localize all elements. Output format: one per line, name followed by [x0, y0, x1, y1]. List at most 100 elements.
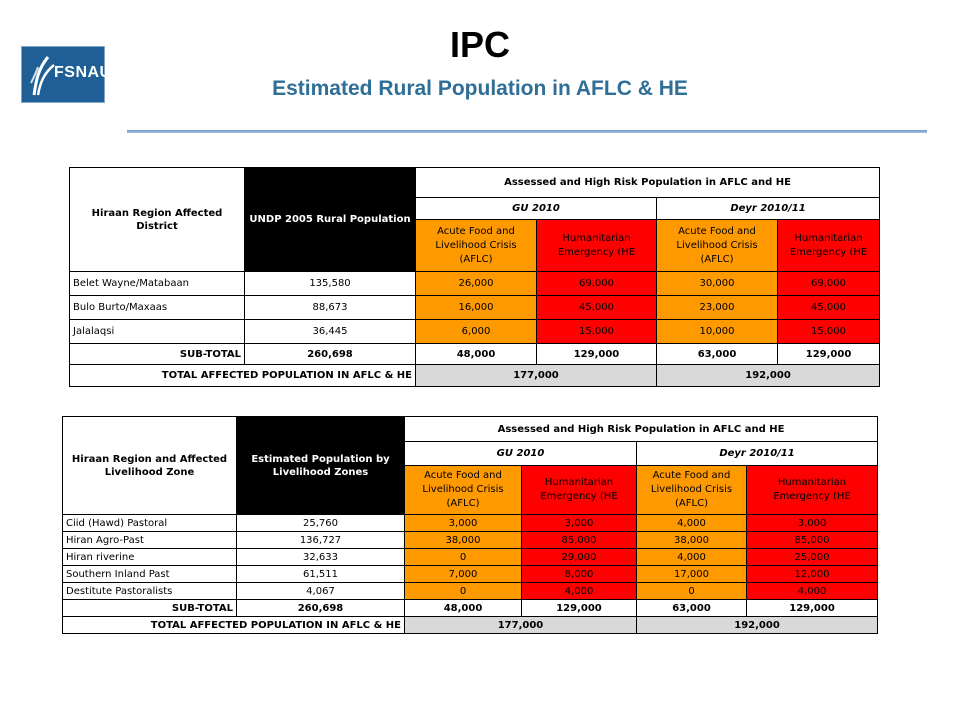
total-gu: 177,000	[404, 616, 637, 634]
deyr-he-value: 4,000	[745, 582, 879, 600]
total-deyr: 192,000	[655, 364, 881, 387]
gu-aflc-value: 26,000	[415, 271, 537, 296]
deyr-he-value: 85,000	[745, 531, 879, 549]
deyr-aflc-value: 4,000	[636, 548, 747, 566]
subtotal-gu-aflc: 48,000	[415, 343, 537, 365]
subtotal-deyr-he: 129,000	[776, 343, 881, 365]
table-row: Ciid (Hawd) Pastoral 25,760 3,000 3,000 …	[62, 514, 879, 532]
subtotal-label: SUB-TOTAL	[62, 599, 237, 617]
gu-aflc-value: 0	[404, 548, 522, 566]
gu-aflc-value: 38,000	[404, 531, 522, 549]
deyr-he-header: Humanitarian Emergency (HE	[745, 465, 879, 515]
population-value: 135,580	[244, 271, 416, 296]
deyr-aflc-header: Acute Food and Livelihood Crisis (AFLC)	[636, 465, 747, 515]
zone-header: Hiraan Region and Affected Livelihood Zo…	[62, 416, 237, 515]
district-name: Jalalaqsi	[69, 319, 245, 344]
subtotal-gu-aflc: 48,000	[404, 599, 522, 617]
zone-name: Ciid (Hawd) Pastoral	[62, 514, 237, 532]
gu-he-value: 45,000	[536, 295, 657, 320]
season-gu-header: GU 2010	[404, 441, 637, 466]
table-row: Destitute Pastoralists 4,067 0 4,000 0 4…	[62, 582, 879, 600]
page-subtitle: Estimated Rural Population in AFLC & HE	[272, 77, 688, 100]
population-value: 36,445	[244, 319, 416, 344]
zone-name: Southern Inland Past	[62, 565, 237, 583]
gu-he-header: Humanitarian Emergency (HE	[521, 465, 637, 515]
subtotal-deyr-aflc: 63,000	[656, 343, 778, 365]
gu-he-header: Humanitarian Emergency (HE	[536, 219, 657, 272]
gu-he-value: 69,000	[536, 271, 657, 296]
district-name: Belet Wayne/Matabaan	[69, 271, 245, 296]
gu-he-value: 85,000	[521, 531, 637, 549]
deyr-aflc-value: 23,000	[656, 295, 778, 320]
table-row: Hiran Agro-Past 136,727 38,000 85,000 38…	[62, 531, 879, 549]
district-table: Hiraan Region Affected District UNDP 200…	[69, 167, 881, 387]
gu-he-value: 3,000	[521, 514, 637, 532]
deyr-he-value: 25,000	[745, 548, 879, 566]
gu-aflc-value: 7,000	[404, 565, 522, 583]
population-value: 88,673	[244, 295, 416, 320]
season-deyr-header: Deyr 2010/11	[635, 441, 879, 466]
zone-name: Hiran riverine	[62, 548, 237, 566]
total-row: TOTAL AFFECTED POPULATION IN AFLC & HE 1…	[69, 364, 881, 387]
zone-name: Hiran Agro-Past	[62, 531, 237, 549]
deyr-aflc-value: 0	[636, 582, 747, 600]
table-row: Jalalaqsi 36,445 6,000 15,000 10,000 15,…	[69, 319, 881, 344]
subtotal-row: SUB-TOTAL 260,698 48,000 129,000 63,000 …	[69, 343, 881, 365]
deyr-he-value: 12,000	[745, 565, 879, 583]
table-row: Southern Inland Past 61,511 7,000 8,000 …	[62, 565, 879, 583]
subtotal-gu-he: 129,000	[536, 343, 657, 365]
deyr-aflc-value: 30,000	[656, 271, 778, 296]
subtotal-label: SUB-TOTAL	[69, 343, 245, 365]
deyr-he-header: Humanitarian Emergency (HE	[776, 219, 881, 272]
header-divider	[127, 130, 927, 133]
total-label: TOTAL AFFECTED POPULATION IN AFLC & HE	[62, 616, 405, 634]
deyr-he-value: 69,000	[776, 271, 881, 296]
subtotal-deyr-he: 129,000	[745, 599, 879, 617]
subtotal-row: SUB-TOTAL 260,698 48,000 129,000 63,000 …	[62, 599, 879, 617]
total-row: TOTAL AFFECTED POPULATION IN AFLC & HE 1…	[62, 616, 879, 634]
table-row: Belet Wayne/Matabaan 135,580 26,000 69,0…	[69, 271, 881, 296]
deyr-aflc-value: 10,000	[656, 319, 778, 344]
population-value: 61,511	[236, 565, 405, 583]
deyr-aflc-value: 38,000	[636, 531, 747, 549]
population-value: 25,760	[236, 514, 405, 532]
gu-aflc-header: Acute Food and Livelihood Crisis (AFLC)	[404, 465, 522, 515]
total-deyr: 192,000	[635, 616, 879, 634]
livelihood-table: Hiraan Region and Affected Livelihood Zo…	[62, 416, 879, 634]
subtotal-deyr-aflc: 63,000	[636, 599, 747, 617]
gu-he-value: 4,000	[521, 582, 637, 600]
deyr-aflc-header: Acute Food and Livelihood Crisis (AFLC)	[656, 219, 778, 272]
gu-he-value: 29,000	[521, 548, 637, 566]
subtotal-population: 260,698	[236, 599, 405, 617]
gu-aflc-value: 6,000	[415, 319, 537, 344]
gu-aflc-header: Acute Food and Livelihood Crisis (AFLC)	[415, 219, 537, 272]
gu-aflc-value: 0	[404, 582, 522, 600]
table-row: Hiran riverine 32,633 0 29,000 4,000 25,…	[62, 548, 879, 566]
zone-name: Destitute Pastoralists	[62, 582, 237, 600]
season-gu-header: GU 2010	[415, 197, 657, 220]
population-value: 136,727	[236, 531, 405, 549]
total-label: TOTAL AFFECTED POPULATION IN AFLC & HE	[69, 364, 416, 387]
population-header: UNDP 2005 Rural Population	[244, 167, 416, 272]
district-name: Bulo Burto/Maxaas	[69, 295, 245, 320]
wheat-icon	[30, 56, 55, 96]
deyr-he-value: 45,000	[776, 295, 881, 320]
deyr-he-value: 15,000	[776, 319, 881, 344]
subtotal-gu-he: 129,000	[521, 599, 637, 617]
gu-aflc-value: 16,000	[415, 295, 537, 320]
logo-text: FSNAU	[54, 64, 112, 81]
total-gu: 177,000	[415, 364, 657, 387]
group-header: Assessed and High Risk Population in AFL…	[414, 167, 881, 198]
population-value: 32,633	[236, 548, 405, 566]
group-header: Assessed and High Risk Population in AFL…	[403, 416, 879, 442]
deyr-aflc-value: 4,000	[636, 514, 747, 532]
district-header: Hiraan Region Affected District	[69, 167, 245, 272]
deyr-he-value: 3,000	[745, 514, 879, 532]
gu-he-value: 8,000	[521, 565, 637, 583]
subtotal-population: 260,698	[244, 343, 416, 365]
page-title: IPC	[449, 24, 510, 65]
gu-he-value: 15,000	[536, 319, 657, 344]
fsnau-logo: FSNAU	[21, 46, 111, 103]
population-value: 4,067	[236, 582, 405, 600]
estimated-population-header: Estimated Population by Livelihood Zones	[236, 416, 405, 515]
